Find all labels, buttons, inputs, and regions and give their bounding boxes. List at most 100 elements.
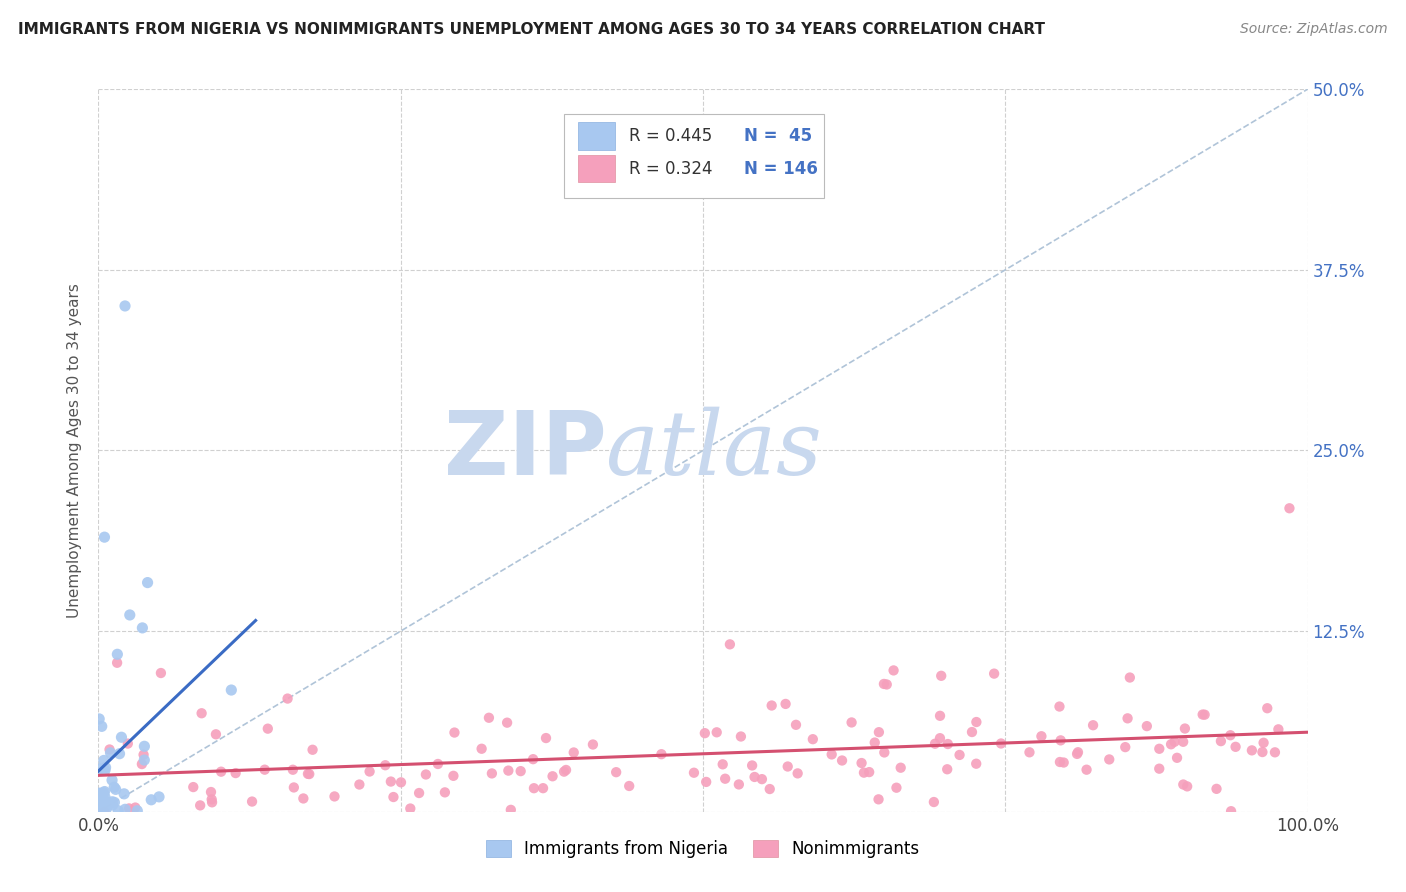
Point [240, 795, 263, 809]
Point [509, 764, 531, 779]
Point [201, 792, 224, 806]
Text: R = 0.445: R = 0.445 [630, 128, 713, 145]
Point [1081, 718, 1104, 732]
Point [948, 747, 970, 762]
Point [89, 786, 111, 800]
Point [693, 726, 716, 740]
Point [883, 664, 905, 678]
Point [443, 725, 465, 739]
Point [562, 746, 585, 760]
Point [112, 787, 135, 801]
Point [148, 789, 170, 804]
Point [94, 760, 117, 774]
Point [1256, 701, 1278, 715]
Point [1220, 804, 1243, 818]
Point [87, 790, 110, 805]
Point [922, 795, 945, 809]
Point [101, 795, 124, 809]
Point [107, 804, 129, 818]
Point [683, 765, 706, 780]
Point [408, 786, 430, 800]
Point [534, 731, 557, 745]
Point [136, 575, 159, 590]
Point [188, 798, 211, 813]
Point [90, 719, 112, 733]
Point [965, 714, 987, 729]
Point [821, 747, 844, 762]
Point [292, 791, 315, 805]
Point [101, 773, 124, 788]
Point [98, 742, 121, 756]
Point [1049, 755, 1071, 769]
Point [89, 797, 111, 812]
Point [94, 794, 117, 808]
Point [90, 795, 112, 809]
Point [1166, 751, 1188, 765]
Point [374, 758, 396, 772]
Point [190, 706, 212, 721]
Point [1149, 741, 1171, 756]
Point [496, 715, 519, 730]
Point [277, 691, 299, 706]
Point [114, 802, 136, 816]
Point [108, 747, 131, 761]
Point [256, 722, 278, 736]
Point [1067, 745, 1090, 759]
Point [1049, 733, 1071, 747]
Point [1225, 739, 1247, 754]
Point [297, 767, 319, 781]
Point [1267, 723, 1289, 737]
Point [965, 756, 987, 771]
Bar [578, 122, 614, 150]
Point [93, 754, 115, 768]
Point [380, 774, 402, 789]
Point [619, 779, 641, 793]
Bar [578, 155, 614, 182]
Point [1173, 735, 1195, 749]
Point [522, 752, 544, 766]
Point [181, 780, 204, 794]
Legend: Immigrants from Nigeria, Nonimmigrants: Immigrants from Nigeria, Nonimmigrants [479, 833, 927, 865]
Point [876, 677, 898, 691]
Point [105, 648, 128, 662]
Point [761, 698, 783, 713]
Point [1209, 734, 1232, 748]
Point [134, 739, 156, 754]
Point [1076, 763, 1098, 777]
Point [209, 764, 232, 779]
Point [478, 711, 501, 725]
Point [858, 765, 880, 780]
Point [1173, 778, 1195, 792]
Point [711, 757, 734, 772]
Point [886, 780, 908, 795]
Point [650, 747, 672, 762]
FancyBboxPatch shape [564, 114, 824, 198]
Point [97, 796, 120, 810]
Point [90, 793, 112, 807]
Point [1194, 707, 1216, 722]
Point [727, 777, 749, 791]
Text: R = 0.324: R = 0.324 [630, 160, 713, 178]
Point [841, 715, 863, 730]
Point [1264, 745, 1286, 759]
Point [221, 683, 243, 698]
Point [89, 762, 111, 776]
Point [97, 798, 120, 813]
Point [96, 802, 118, 816]
Point [441, 769, 464, 783]
Point [1163, 735, 1185, 749]
Point [1240, 743, 1263, 757]
Point [323, 789, 346, 804]
Point [399, 801, 422, 815]
Point [605, 765, 627, 780]
Point [100, 746, 122, 760]
Point [298, 767, 321, 781]
Point [936, 762, 959, 776]
Point [89, 712, 111, 726]
Point [868, 725, 890, 739]
Point [929, 669, 952, 683]
Point [93, 786, 115, 800]
Point [523, 781, 546, 796]
Point [1174, 722, 1197, 736]
Point [553, 764, 575, 779]
